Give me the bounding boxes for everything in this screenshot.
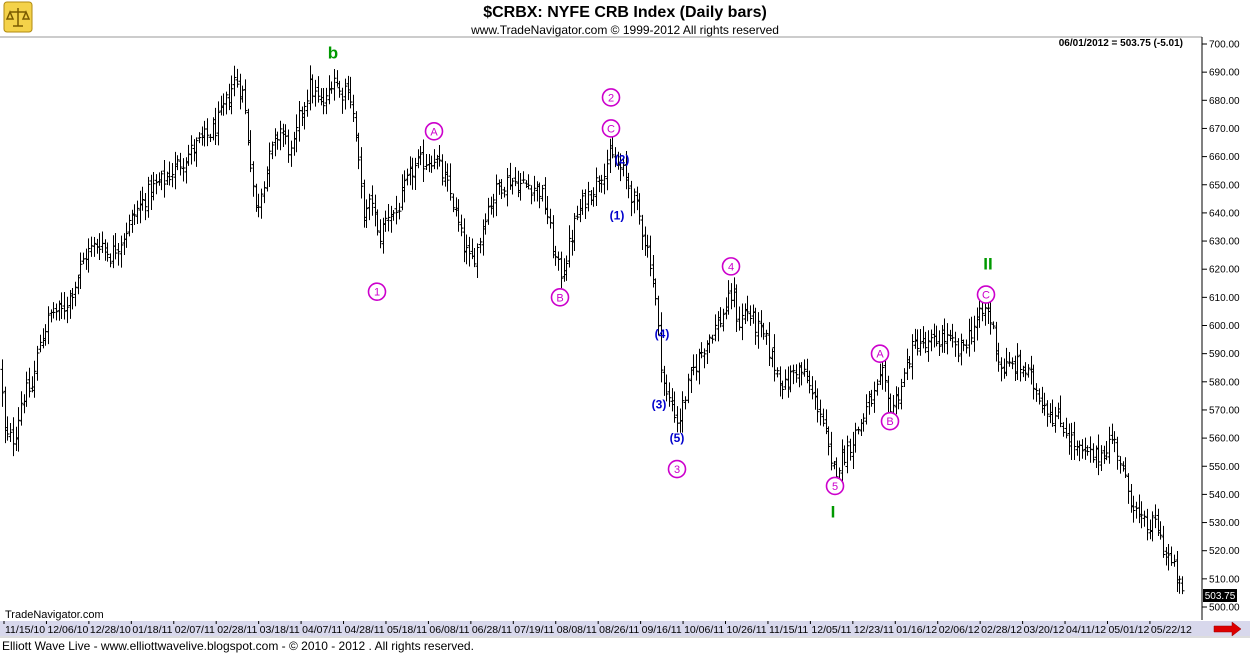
wave-label: 3 (674, 464, 680, 476)
wave-label-circle (550, 288, 570, 307)
arrow-right-icon[interactable] (1213, 621, 1242, 637)
x-tick-label: 04/11/12 (1066, 624, 1106, 636)
wave-label: 4 (728, 261, 734, 273)
y-tick-label: 570.00 (1209, 405, 1240, 416)
y-tick-label: 630.00 (1209, 237, 1240, 248)
x-tick-label: 06/08/11 (429, 624, 469, 636)
wave-label: b (328, 43, 338, 62)
x-tick-label: 05/22/12 (1151, 624, 1192, 636)
wave-label-circle (601, 88, 621, 107)
last-quote-text: 06/01/2012 = 503.75 (-5.01) (1059, 38, 1183, 49)
wave-label: 2 (608, 92, 614, 104)
x-tick-label: 08/08/11 (557, 624, 597, 636)
x-tick-label: 11/15/11 (769, 624, 808, 636)
wave-label: C (982, 290, 990, 302)
y-tick-label: 670.00 (1209, 124, 1240, 135)
x-tick-label: 03/20/12 (1024, 624, 1065, 636)
watermark-text: TradeNavigator.com (5, 609, 104, 621)
y-tick-label: 700.00 (1209, 40, 1240, 51)
y-tick-label: 510.00 (1209, 574, 1240, 585)
x-tick-label: 02/06/12 (939, 624, 980, 636)
wave-label: C (607, 123, 615, 135)
x-tick-label: 05/01/12 (1108, 624, 1149, 636)
x-tick-label: 12/06/10 (47, 624, 88, 636)
chart-subtitle: www.TradeNavigator.com © 1999-2012 All r… (470, 23, 779, 37)
y-tick-label: 600.00 (1209, 321, 1240, 332)
x-tick-label: 02/28/11 (217, 624, 257, 636)
wave-label: (2) (615, 152, 630, 166)
wave-label: (1) (610, 209, 625, 223)
x-tick-label: 12/05/11 (811, 624, 851, 636)
x-tick-label: 02/28/12 (981, 624, 1022, 636)
wave-labels: b A 1 2 C (2) (1) B (4) (3) (5) 3 4 5 I A B II C (328, 43, 996, 521)
wave-label-circle (976, 285, 996, 304)
y-tick-label: 680.00 (1209, 96, 1240, 107)
wave-label-circle (825, 476, 845, 496)
x-tick-label: 09/16/11 (642, 624, 682, 636)
x-tick-label: 04/28/11 (345, 624, 385, 636)
wave-label-circle (667, 459, 687, 479)
x-tick-label: 01/16/12 (896, 624, 937, 636)
x-tick-label: 11/15/10 (5, 624, 45, 636)
y-tick-label: 610.00 (1209, 293, 1240, 304)
y-tick-label: 580.00 (1209, 377, 1240, 388)
x-tick-label: 03/18/11 (260, 624, 300, 636)
plot-area (0, 36, 1203, 620)
logo-icon (3, 1, 33, 33)
x-tick-label: 04/07/11 (302, 624, 342, 636)
x-tick-label: 08/26/11 (599, 624, 639, 636)
last-price-tag-text: 503.75 (1205, 591, 1236, 602)
last-price-tag: 503.75 (1203, 589, 1237, 602)
wave-label: B (886, 416, 893, 428)
wave-label: A (430, 126, 438, 138)
y-tick-label: 590.00 (1209, 349, 1240, 360)
x-axis-band (0, 621, 1250, 636)
y-tick-label: 690.00 (1209, 68, 1240, 79)
x-tick-label: 06/28/11 (472, 624, 512, 636)
wave-label-circle (880, 411, 900, 431)
wave-label: 1 (374, 287, 380, 299)
x-tick-label: 07/19/11 (514, 624, 554, 636)
wave-label-circle (721, 257, 741, 276)
x-tick-label: 10/26/11 (727, 624, 767, 636)
wave-label-circle (424, 121, 444, 141)
footer-text: Elliott Wave Live - www.elliottwavelive.… (2, 639, 474, 653)
y-tick-label: 660.00 (1209, 152, 1240, 163)
y-tick-label: 530.00 (1209, 518, 1240, 529)
chart-title: $CRBX: NYFE CRB Index (Daily bars) (483, 4, 767, 21)
wave-label-circle (367, 282, 387, 302)
y-tick-label: 560.00 (1209, 434, 1240, 445)
x-tick-label: 12/23/11 (854, 624, 894, 636)
x-tick-label: 05/18/11 (387, 624, 427, 636)
x-tick-label: 01/18/11 (132, 624, 172, 636)
y-tick-label: 550.00 (1209, 462, 1240, 473)
y-tick-label: 640.00 (1209, 208, 1240, 219)
wave-label-circle (870, 344, 890, 363)
wave-label: II (983, 255, 992, 274)
x-axis: 11/15/10 12/06/10 12/28/10 01/18/11 02/07/11… (3, 621, 1192, 636)
wave-label: (4) (655, 327, 670, 341)
wave-label: B (556, 292, 563, 304)
y-tick-label: 520.00 (1209, 546, 1240, 557)
y-tick-label: 620.00 (1209, 265, 1240, 276)
x-tick-label: 10/06/11 (684, 624, 724, 636)
x-tick-label: 12/28/10 (90, 624, 131, 636)
y-tick-label: 540.00 (1209, 490, 1240, 501)
x-tick-label: 02/07/11 (175, 624, 215, 636)
wave-label: 5 (832, 481, 838, 493)
y-tick-label: 650.00 (1209, 180, 1240, 191)
y-tick-label: 500.00 (1209, 603, 1240, 614)
y-axis: 500.00 510.00 520.00 530.00 540.00 550.00 560.… (1202, 40, 1240, 614)
ohlc-bars (0, 65, 1185, 595)
wave-label: A (876, 349, 884, 361)
wave-label: (5) (670, 431, 685, 445)
wave-label-circle (601, 119, 621, 138)
wave-label: I (831, 502, 836, 521)
wave-label: (3) (652, 397, 667, 411)
